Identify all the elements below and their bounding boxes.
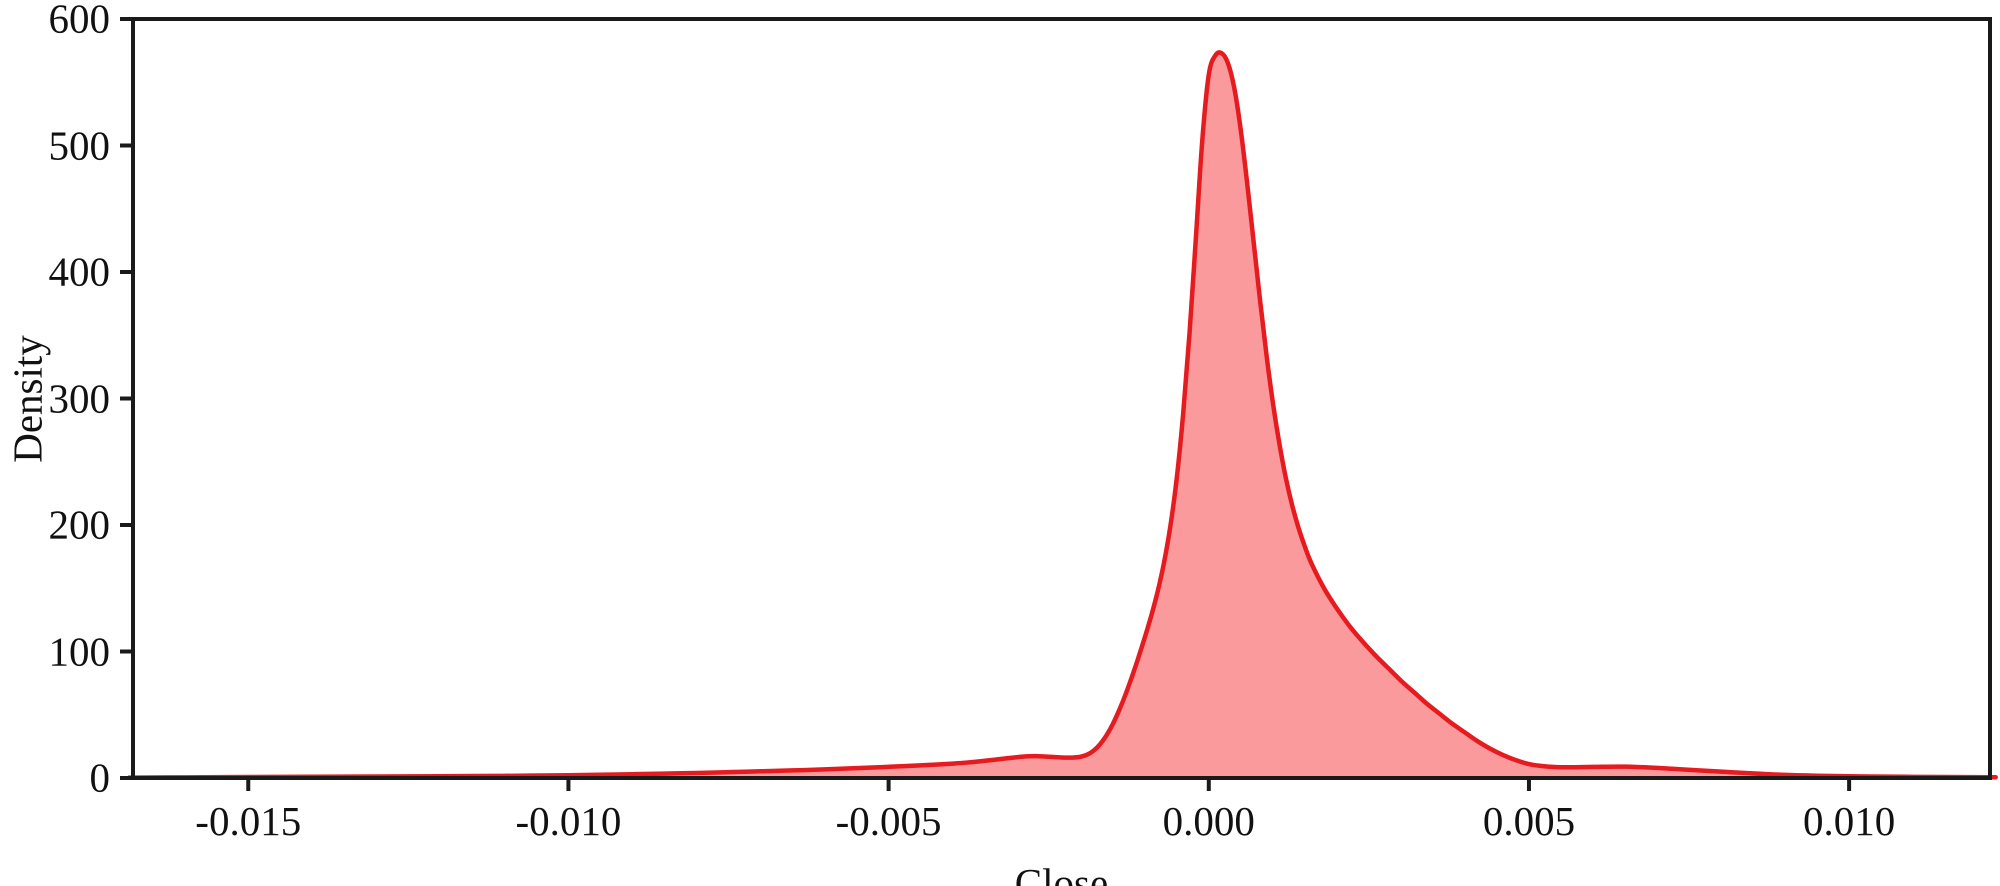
plot-area	[126, 50, 1998, 780]
x-tick-label: 0.010	[1802, 798, 1896, 844]
y-tick-label: 400	[48, 248, 111, 295]
x-tick-label: -0.005	[835, 798, 942, 844]
x-axis-title: Close	[1014, 860, 1109, 886]
density-area-fill	[129, 52, 1996, 779]
axis-frame	[120, 17, 1992, 791]
x-tick-label: 0.005	[1482, 798, 1576, 844]
density-curve-line	[126, 50, 1998, 780]
y-axis-ticks	[120, 17, 133, 780]
y-tick-label: 100	[48, 628, 111, 674]
y-tick-label: 600	[48, 0, 111, 42]
y-tick-label: 300	[48, 375, 111, 421]
y-tick-label: 500	[48, 122, 111, 168]
plot-border	[131, 17, 1992, 780]
x-tick-label: -0.010	[515, 798, 622, 844]
y-tick-label: 0	[89, 754, 111, 801]
x-tick-label: -0.015	[195, 798, 302, 844]
x-axis-ticks	[246, 778, 1852, 791]
y-tick-label: 200	[48, 501, 111, 548]
x-tick-label: 0.000	[1162, 798, 1255, 844]
y-axis-title: Density	[4, 334, 51, 463]
